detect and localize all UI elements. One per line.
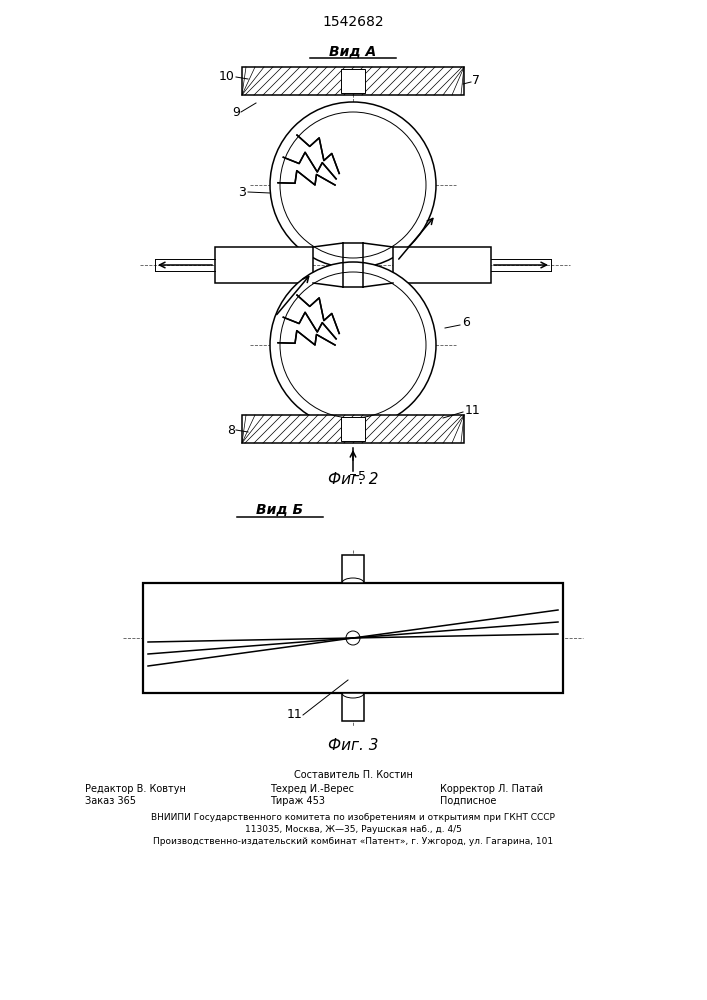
Text: 113035, Москва, Ж—35, Раушская наб., д. 4/5: 113035, Москва, Ж—35, Раушская наб., д. … <box>245 824 462 834</box>
Text: Вид Б: Вид Б <box>257 503 303 517</box>
Text: Подписное: Подписное <box>440 796 496 806</box>
Text: Производственно-издательский комбинат «Патент», г. Ужгород, ул. Гагарина, 101: Производственно-издательский комбинат «П… <box>153 836 553 846</box>
Text: Фиг. 2: Фиг. 2 <box>328 473 378 488</box>
Text: 5: 5 <box>358 470 366 483</box>
Text: 11: 11 <box>465 403 481 416</box>
Text: Тираж 453: Тираж 453 <box>270 796 325 806</box>
Text: 10: 10 <box>219 70 235 84</box>
Circle shape <box>270 102 436 268</box>
Text: 8: 8 <box>227 424 235 436</box>
Text: Корректор Л. Патай: Корректор Л. Патай <box>440 784 543 794</box>
Text: Заказ 365: Заказ 365 <box>85 796 136 806</box>
Text: 7: 7 <box>472 74 480 87</box>
Bar <box>393 247 491 283</box>
Text: Вид А: Вид А <box>329 45 377 59</box>
Text: 9: 9 <box>232 105 240 118</box>
Bar <box>342 555 364 583</box>
Bar <box>341 417 365 441</box>
Bar <box>341 69 365 93</box>
Circle shape <box>270 262 436 428</box>
Text: Фиг. 3: Фиг. 3 <box>328 738 378 752</box>
Text: Редактор В. Ковтун: Редактор В. Ковтун <box>85 784 186 794</box>
Bar <box>215 247 313 283</box>
Text: 1542682: 1542682 <box>322 15 384 29</box>
Bar <box>242 67 464 95</box>
Text: 3: 3 <box>238 186 246 198</box>
Text: 11: 11 <box>286 708 302 722</box>
Text: Техред И.-Верес: Техред И.-Верес <box>270 784 354 794</box>
Bar <box>242 415 464 443</box>
Text: Составитель П. Костин: Составитель П. Костин <box>293 770 412 780</box>
Text: 6: 6 <box>462 316 470 330</box>
Bar <box>342 693 364 721</box>
Text: ВНИИПИ Государственного комитета по изобретениям и открытиям при ГКНТ СССР: ВНИИПИ Государственного комитета по изоб… <box>151 812 555 822</box>
Bar <box>143 583 563 693</box>
